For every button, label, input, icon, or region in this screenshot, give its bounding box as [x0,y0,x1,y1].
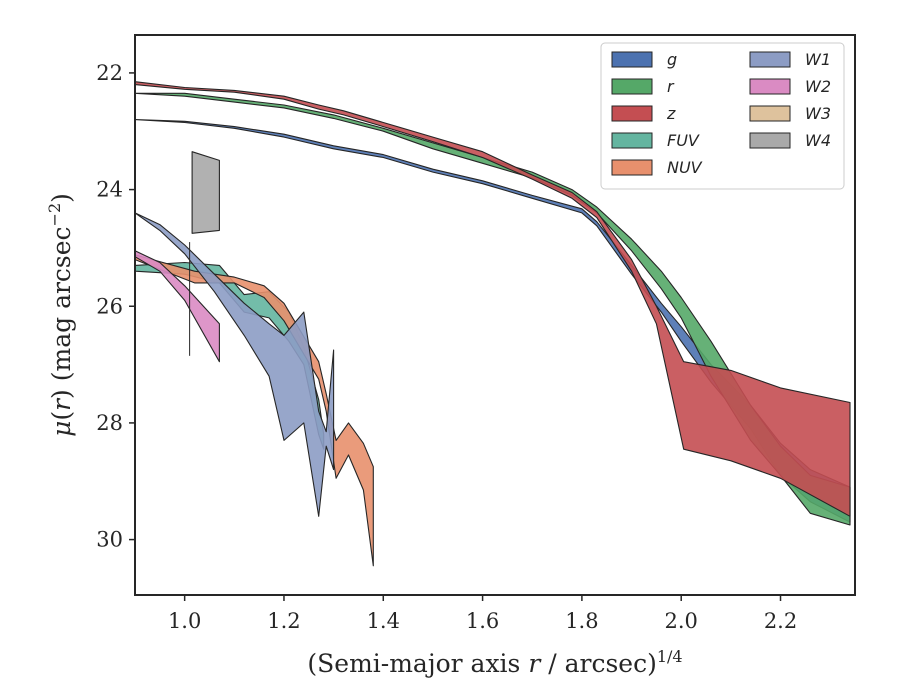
y-tick-label: 30 [96,528,123,552]
x-tick-label: 2.2 [764,609,797,633]
legend-swatch-fuv [611,132,653,149]
y-tick-label: 22 [96,61,123,85]
legend-label-nuv: NUV [667,158,703,177]
y-tick-label: 28 [96,411,123,435]
bands-layer [134,81,851,567]
x-axis-ticks: 1.0 1.2 1.4 1.6 1.8 2.0 2.2 [168,595,797,633]
band-nuv [134,254,374,567]
legend-swatch-z [611,105,653,122]
legend: grz FUV NUV W1 W2 W3 W4 [600,42,845,190]
legend-swatch-r [611,78,653,95]
legend-swatch-w4 [749,132,791,149]
x-tick-label: 1.4 [367,609,400,633]
band-w1 [134,212,335,517]
x-tick-label: 1.8 [565,609,598,633]
band-w4 [191,151,220,234]
x-tick-label: 1.0 [168,609,201,633]
legend-label-r: r [667,77,675,96]
legend-swatch-w2 [749,78,791,95]
band-w2 [134,250,220,363]
legend-label-w2: W2 [805,77,831,96]
x-tick-label: 2.0 [665,609,698,633]
plot-frame [134,34,856,596]
y-axis-label: μ(r) (mag arcsec−2) [45,193,76,437]
legend-swatch-w3 [749,105,791,122]
y-tick-label: 26 [96,294,123,318]
y-tick-label: 24 [96,178,123,202]
band-z [134,81,851,517]
legend-label-z: z [666,104,676,123]
legend-label-w1: W1 [805,50,831,69]
legend-label-w3: W3 [805,104,831,123]
legend-label-w4: W4 [805,131,831,150]
legend-label-g: g [667,50,677,69]
legend-swatch-g [611,51,653,68]
x-tick-label: 1.2 [267,609,300,633]
x-tick-label: 1.6 [466,609,499,633]
legend-swatch-w1 [749,51,791,68]
legend-swatch-nuv [611,159,653,176]
y-axis-ticks: 22 24 26 28 30 [96,61,135,552]
x-axis-label: (Semi-major axis r / arcsec)1/4 [307,647,682,678]
legend-label-fuv: FUV [667,131,700,150]
